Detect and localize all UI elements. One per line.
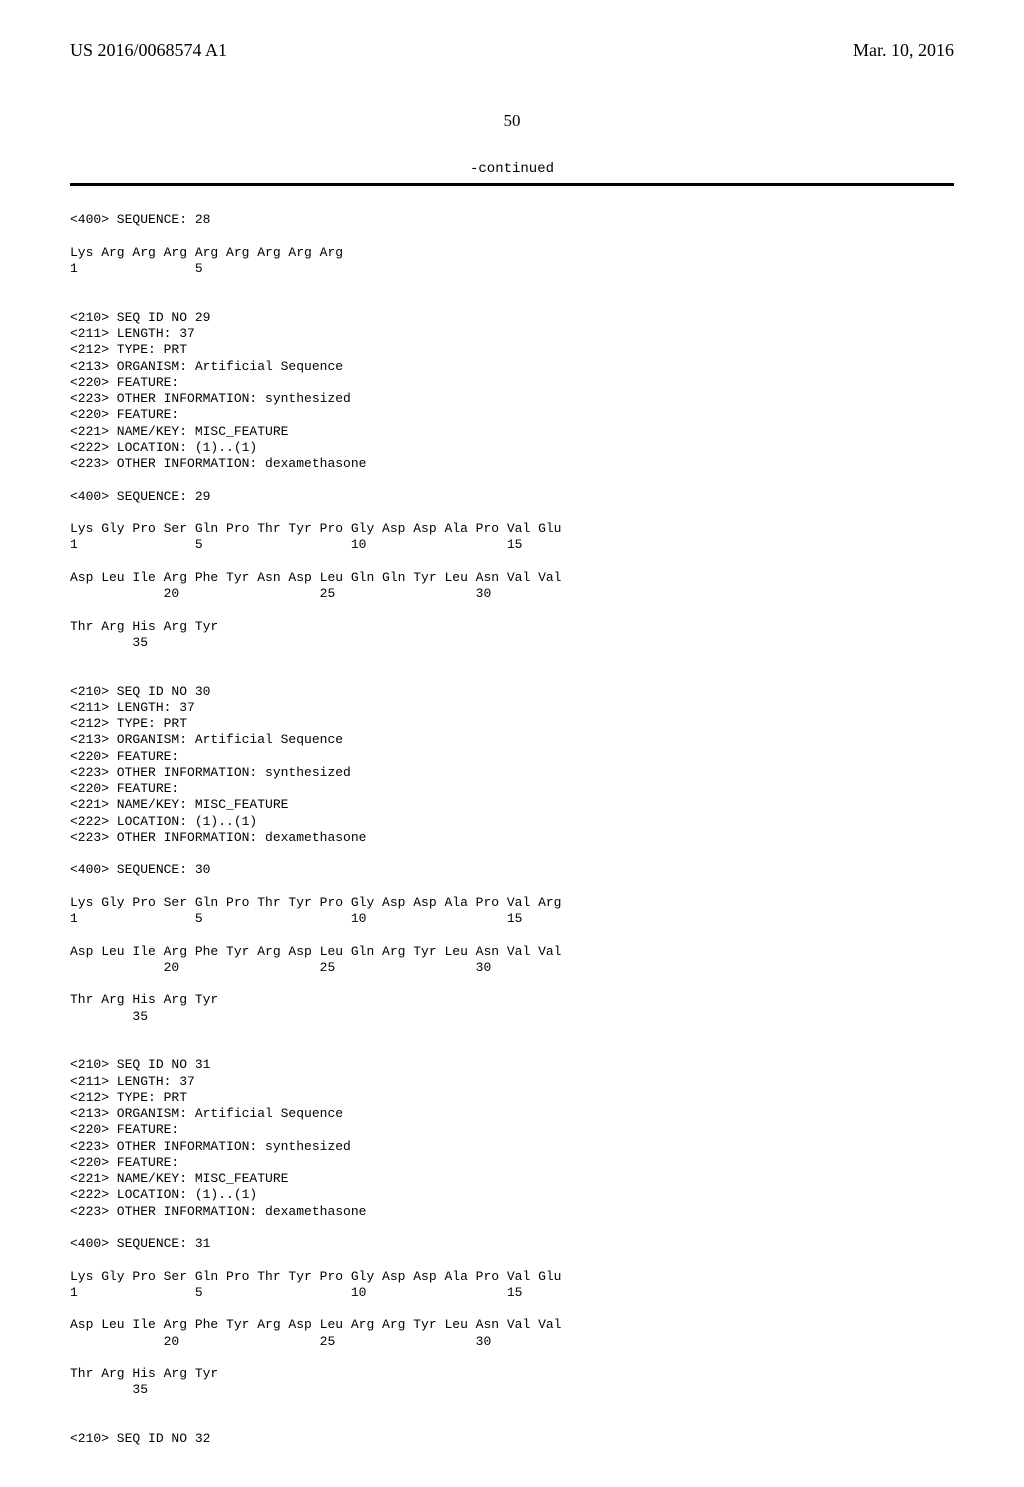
seq31-h6: <223> OTHER INFORMATION: synthesized xyxy=(70,1139,351,1154)
seq29-num2: 20 25 30 xyxy=(70,586,491,601)
sequence-listing: <400> SEQUENCE: 28 Lys Arg Arg Arg Arg A… xyxy=(70,196,954,1447)
seq29-aa1: Lys Gly Pro Ser Gln Pro Thr Tyr Pro Gly … xyxy=(70,521,561,536)
seq29-num1: 1 5 10 15 xyxy=(70,537,522,552)
seq30-h7: <220> FEATURE: xyxy=(70,781,179,796)
seq30-h1: <210> SEQ ID NO 30 xyxy=(70,684,210,699)
seq31-h1: <210> SEQ ID NO 31 xyxy=(70,1057,210,1072)
seq30-num3: 35 xyxy=(70,1009,148,1024)
continued-label: -continued xyxy=(70,161,954,177)
seq32-h1: <210> SEQ ID NO 32 xyxy=(70,1431,210,1446)
header-right: Mar. 10, 2016 xyxy=(853,40,954,61)
seq30-aa3: Thr Arg His Arg Tyr xyxy=(70,992,218,1007)
top-rule xyxy=(70,183,954,186)
seq30-h3: <212> TYPE: PRT xyxy=(70,716,187,731)
seq29-h8: <221> NAME/KEY: MISC_FEATURE xyxy=(70,424,288,439)
seq31-h10: <223> OTHER INFORMATION: dexamethasone xyxy=(70,1204,366,1219)
seq31-h9: <222> LOCATION: (1)..(1) xyxy=(70,1187,257,1202)
seq31-h4: <213> ORGANISM: Artificial Sequence xyxy=(70,1106,343,1121)
seq29-h3: <212> TYPE: PRT xyxy=(70,342,187,357)
page-number: 50 xyxy=(70,111,954,131)
seq29-num3: 35 xyxy=(70,635,148,650)
seq31-seqline: <400> SEQUENCE: 31 xyxy=(70,1236,210,1251)
seq29-h7: <220> FEATURE: xyxy=(70,407,179,422)
seq30-aa1: Lys Gly Pro Ser Gln Pro Thr Tyr Pro Gly … xyxy=(70,895,561,910)
seq31-h8: <221> NAME/KEY: MISC_FEATURE xyxy=(70,1171,288,1186)
seq29-h2: <211> LENGTH: 37 xyxy=(70,326,195,341)
page-container: US 2016/0068574 A1 Mar. 10, 2016 50 -con… xyxy=(0,0,1024,1487)
seq30-h9: <222> LOCATION: (1)..(1) xyxy=(70,814,257,829)
seq31-num1: 1 5 10 15 xyxy=(70,1285,522,1300)
seq29-seqline: <400> SEQUENCE: 29 xyxy=(70,489,210,504)
seq31-aa3: Thr Arg His Arg Tyr xyxy=(70,1366,218,1381)
seq28-aa1: Lys Arg Arg Arg Arg Arg Arg Arg Arg xyxy=(70,245,343,260)
header-left: US 2016/0068574 A1 xyxy=(70,40,227,61)
seq30-num1: 1 5 10 15 xyxy=(70,911,522,926)
page-header: US 2016/0068574 A1 Mar. 10, 2016 xyxy=(70,40,954,61)
seq30-h6: <223> OTHER INFORMATION: synthesized xyxy=(70,765,351,780)
seq30-num2: 20 25 30 xyxy=(70,960,491,975)
seq31-aa1: Lys Gly Pro Ser Gln Pro Thr Tyr Pro Gly … xyxy=(70,1269,561,1284)
seq28-header: <400> SEQUENCE: 28 xyxy=(70,212,210,227)
seq31-h5: <220> FEATURE: xyxy=(70,1122,179,1137)
seq29-h6: <223> OTHER INFORMATION: synthesized xyxy=(70,391,351,406)
seq30-aa2: Asp Leu Ile Arg Phe Tyr Arg Asp Leu Gln … xyxy=(70,944,561,959)
seq29-h1: <210> SEQ ID NO 29 xyxy=(70,310,210,325)
seq30-h4: <213> ORGANISM: Artificial Sequence xyxy=(70,732,343,747)
seq29-h5: <220> FEATURE: xyxy=(70,375,179,390)
seq29-aa2: Asp Leu Ile Arg Phe Tyr Asn Asp Leu Gln … xyxy=(70,570,561,585)
seq29-h9: <222> LOCATION: (1)..(1) xyxy=(70,440,257,455)
seq31-h3: <212> TYPE: PRT xyxy=(70,1090,187,1105)
seq31-h7: <220> FEATURE: xyxy=(70,1155,179,1170)
seq29-aa3: Thr Arg His Arg Tyr xyxy=(70,619,218,634)
seq31-num3: 35 xyxy=(70,1382,148,1397)
seq31-num2: 20 25 30 xyxy=(70,1334,491,1349)
seq30-h5: <220> FEATURE: xyxy=(70,749,179,764)
seq30-h8: <221> NAME/KEY: MISC_FEATURE xyxy=(70,797,288,812)
seq29-h4: <213> ORGANISM: Artificial Sequence xyxy=(70,359,343,374)
seq28-num1: 1 5 xyxy=(70,261,203,276)
seq31-h2: <211> LENGTH: 37 xyxy=(70,1074,195,1089)
seq30-h2: <211> LENGTH: 37 xyxy=(70,700,195,715)
seq29-h10: <223> OTHER INFORMATION: dexamethasone xyxy=(70,456,366,471)
seq30-seqline: <400> SEQUENCE: 30 xyxy=(70,862,210,877)
seq30-h10: <223> OTHER INFORMATION: dexamethasone xyxy=(70,830,366,845)
